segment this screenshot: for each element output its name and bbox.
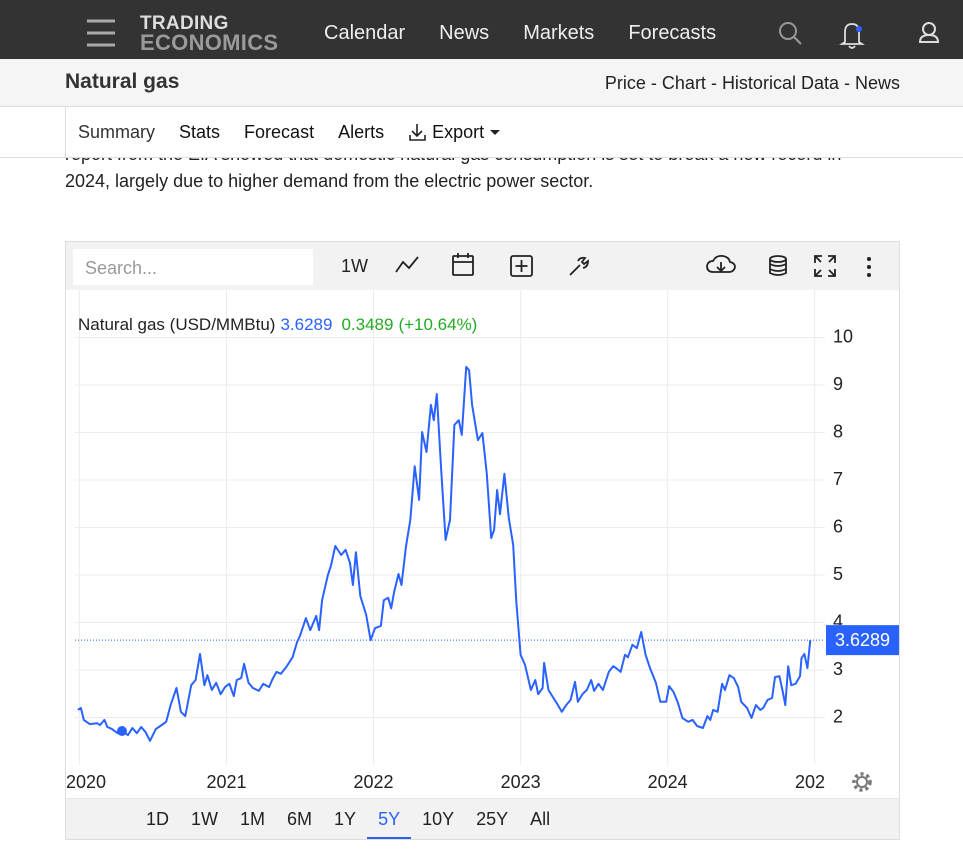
- range-button[interactable]: 5Y: [367, 799, 412, 839]
- search-icon[interactable]: [779, 22, 802, 45]
- y-tick-label: 3: [833, 659, 843, 679]
- legend-change: 0.3489: [341, 315, 393, 334]
- range-button[interactable]: 25Y: [476, 809, 509, 829]
- range-bar: 1D 1W 1M 6M 1Y 5Y 10Y 25Y All: [66, 798, 899, 839]
- nav-bar: TRADING ECONOMICS Calendar News Markets For…: [0, 0, 963, 59]
- header-link[interactable]: News: [854, 73, 900, 93]
- range-button[interactable]: 6M: [287, 809, 313, 829]
- toolbar-icons[interactable]: [395, 253, 836, 277]
- export-icon[interactable]: [409, 124, 426, 141]
- header-link[interactable]: Price: [604, 73, 646, 93]
- last-value-tag: [826, 625, 899, 656]
- header-link[interactable]: Chart: [661, 73, 706, 93]
- bell-icon[interactable]: [839, 23, 865, 49]
- x-tick-label: 2022: [354, 772, 394, 792]
- x-tick-label: 2024: [648, 772, 688, 792]
- y-tick-label: 6: [833, 516, 843, 536]
- header-link[interactable]: Historical Data: [721, 73, 839, 93]
- legend: Natural gas (USD/MMBtu) 3.6289 0.3489 (+10.…: [78, 315, 477, 334]
- nav-link[interactable]: Markets: [523, 22, 595, 44]
- tab-bar: Summary Stats Forecast Alerts Export: [0, 107, 963, 158]
- interval-button[interactable]: 1W: [341, 256, 368, 276]
- logo-bottom[interactable]: ECONOMICS: [140, 30, 279, 55]
- separator: -: [650, 73, 657, 93]
- legend-value: 3.6289: [280, 315, 332, 334]
- x-tick-label: 2020: [66, 772, 106, 792]
- header-links: Price - Chart - Historical Data - News: [605, 73, 900, 94]
- plot-layer: [75, 365, 825, 742]
- y-tick-label: 8: [833, 421, 843, 441]
- logo-top[interactable]: TRADING: [140, 13, 229, 34]
- chart-widget: Search... 1W 1D 1W 1M 6M 1Y 5Y 10Y 25Y All: [65, 241, 900, 840]
- y-tick-label: 2: [833, 706, 843, 726]
- tab[interactable]: Alerts: [338, 122, 385, 142]
- legend-change-pct: (+10.64%): [398, 315, 477, 334]
- export-tab[interactable]: Export: [396, 107, 512, 157]
- y-tick-label: 9: [833, 374, 843, 394]
- range-button[interactable]: 1M: [240, 809, 266, 829]
- menu-icon[interactable]: [87, 19, 115, 47]
- range-button[interactable]: 1D: [146, 809, 170, 829]
- x-tick-label: 202: [795, 772, 825, 792]
- range-button[interactable]: 1W: [191, 809, 219, 829]
- x-tick-label: 2023: [501, 772, 541, 792]
- tab[interactable]: Forecast: [244, 122, 315, 142]
- tab[interactable]: Stats: [179, 122, 221, 142]
- y-tick-label: 4: [833, 611, 843, 631]
- search-box[interactable]: Search...: [73, 249, 313, 285]
- export-label[interactable]: Export: [432, 122, 485, 142]
- nav-link[interactable]: Forecasts: [628, 22, 717, 44]
- y-tick-label: 7: [833, 469, 843, 489]
- nav-link[interactable]: News: [439, 22, 490, 44]
- separator: -: [710, 73, 717, 93]
- separator: -: [843, 73, 850, 93]
- grid-layer: [75, 290, 825, 765]
- article-line: 2024, largely due to higher demand from …: [65, 171, 594, 191]
- range-row: 1D 1W 1M 6M 1Y 5Y 10Y 25Y All: [135, 799, 561, 839]
- tab[interactable]: Summary: [65, 107, 167, 157]
- user-icon[interactable]: [918, 22, 940, 43]
- nav-link[interactable]: Calendar: [324, 22, 406, 44]
- range-button[interactable]: 1Y: [334, 809, 357, 829]
- last-value-label: 3.6289: [835, 630, 890, 650]
- caret: [490, 129, 501, 135]
- chart-toolbar: Search... 1W: [66, 242, 899, 290]
- range-button[interactable]: All: [530, 809, 551, 829]
- nav-links: Calendar News Markets Forecasts: [324, 22, 716, 45]
- event-marker[interactable]: [117, 726, 127, 736]
- legend-name: Natural gas (USD/MMBtu): [78, 315, 275, 334]
- tab-row: Summary Stats Forecast Alerts Export: [65, 107, 512, 157]
- more-icon[interactable]: [867, 257, 871, 277]
- x-tick-label: 2021: [206, 772, 246, 792]
- y-tick-label: 10: [833, 326, 853, 346]
- price-line: [77, 365, 812, 742]
- page-title: Natural gas: [65, 70, 180, 93]
- settings-icon[interactable]: [852, 772, 872, 792]
- y-tick-label: 5: [833, 564, 843, 584]
- page-header: Natural gas Price - Chart - Historical Data -…: [0, 59, 963, 107]
- range-button[interactable]: 10Y: [422, 809, 455, 829]
